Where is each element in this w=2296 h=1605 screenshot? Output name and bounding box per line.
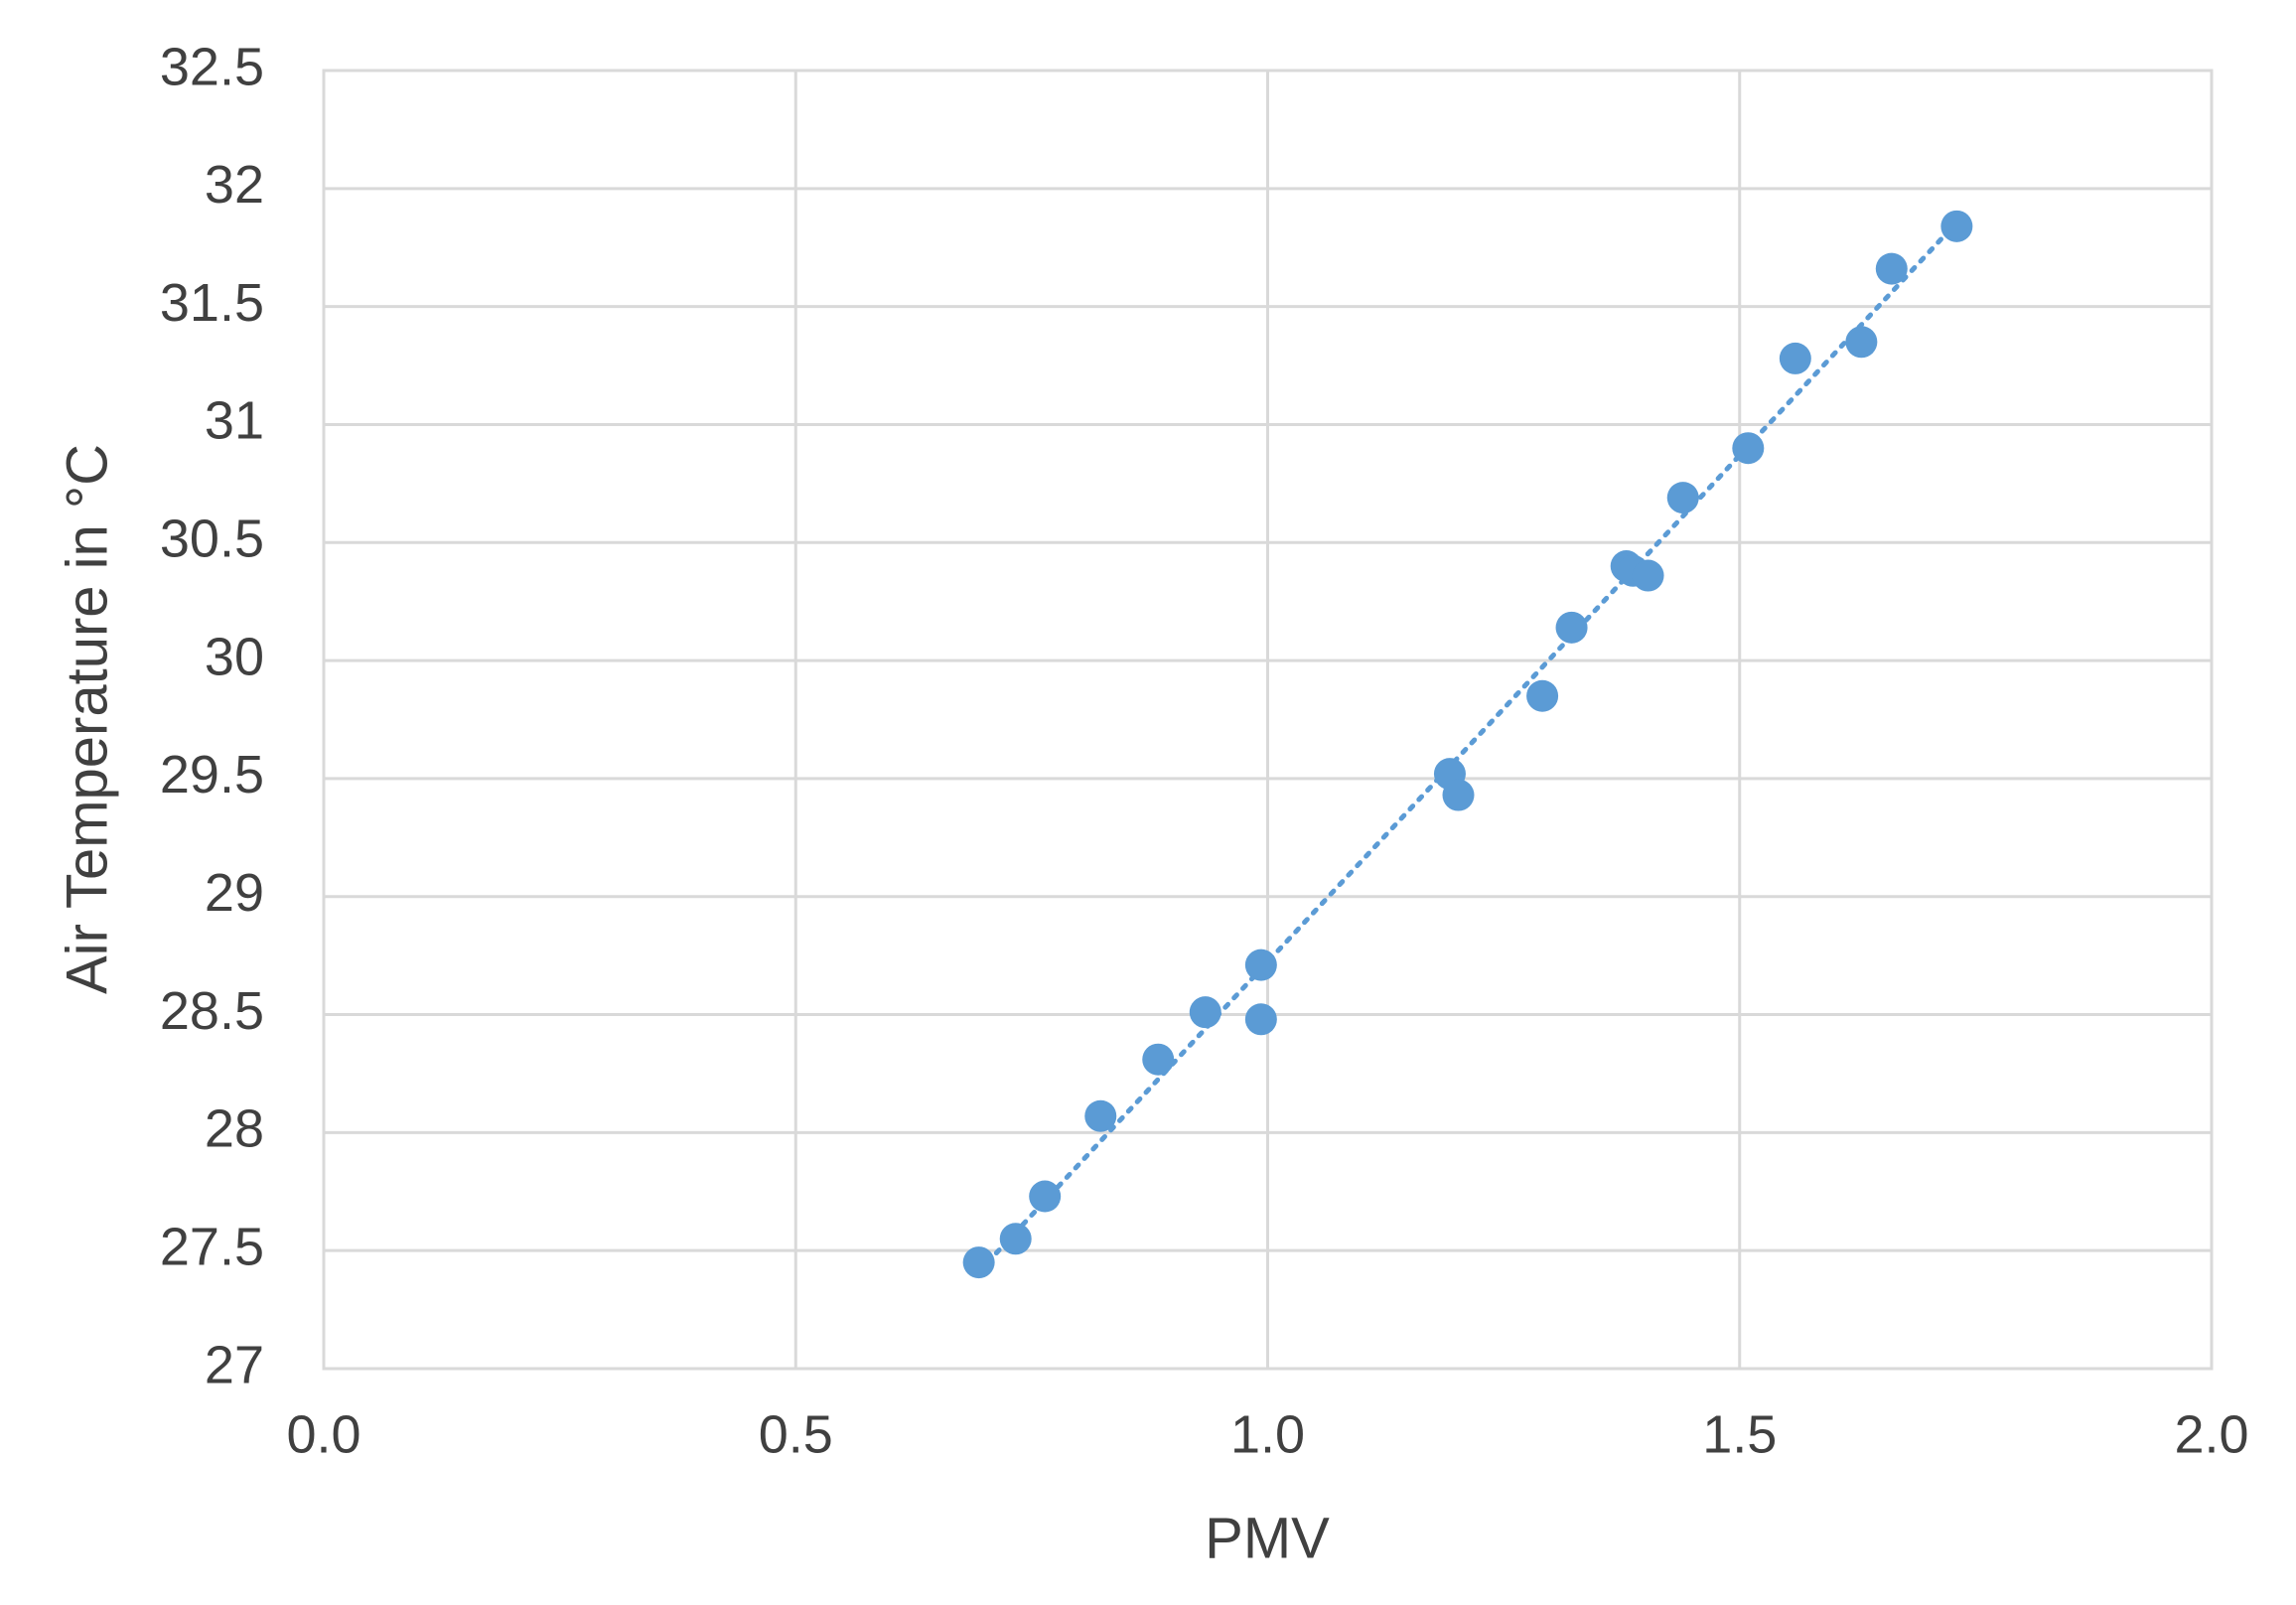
data-point — [1845, 326, 1878, 359]
data-point — [1142, 1043, 1175, 1076]
y-tick-label: 28.5 — [160, 981, 264, 1041]
y-tick-label: 30.5 — [160, 510, 264, 569]
data-point — [1084, 1099, 1117, 1132]
trendline — [976, 219, 1959, 1275]
x-tick-label: 0.0 — [286, 1404, 360, 1464]
plot-border — [322, 69, 2214, 1371]
data-point — [1442, 779, 1475, 811]
y-tick-label: 30 — [205, 627, 264, 686]
data-point — [1666, 482, 1699, 514]
y-axis-title: Air Temperature in °C — [55, 444, 119, 994]
y-tick-label: 27.5 — [160, 1217, 264, 1276]
y-tick-label: 27 — [205, 1335, 264, 1394]
y-tick-label: 28 — [205, 1099, 264, 1159]
data-point — [1875, 252, 1908, 285]
data-point — [1940, 210, 1973, 242]
y-tick-label: 31.5 — [160, 273, 264, 333]
y-tick-label: 31 — [205, 391, 264, 451]
x-tick-label: 2.0 — [2174, 1404, 2248, 1464]
x-tick-label: 1.5 — [1702, 1404, 1777, 1464]
y-tick-label: 32.5 — [160, 37, 264, 96]
data-point — [1244, 948, 1277, 981]
data-point — [1632, 559, 1664, 592]
data-point — [1555, 611, 1588, 644]
data-point — [1029, 1180, 1062, 1213]
data-point — [1526, 679, 1559, 712]
data-point — [1732, 432, 1765, 465]
x-tick-label: 0.5 — [759, 1404, 833, 1464]
data-point — [962, 1246, 995, 1279]
x-axis-title: PMV — [1205, 1506, 1330, 1570]
y-tick-label: 29.5 — [160, 745, 264, 804]
x-tick-label: 1.0 — [1230, 1404, 1305, 1464]
data-point — [1244, 1003, 1277, 1036]
data-point — [999, 1223, 1032, 1255]
data-point — [1189, 996, 1221, 1029]
y-tick-label: 29 — [205, 863, 264, 923]
data-point — [1779, 342, 1811, 374]
y-tick-label: 32 — [205, 155, 264, 215]
